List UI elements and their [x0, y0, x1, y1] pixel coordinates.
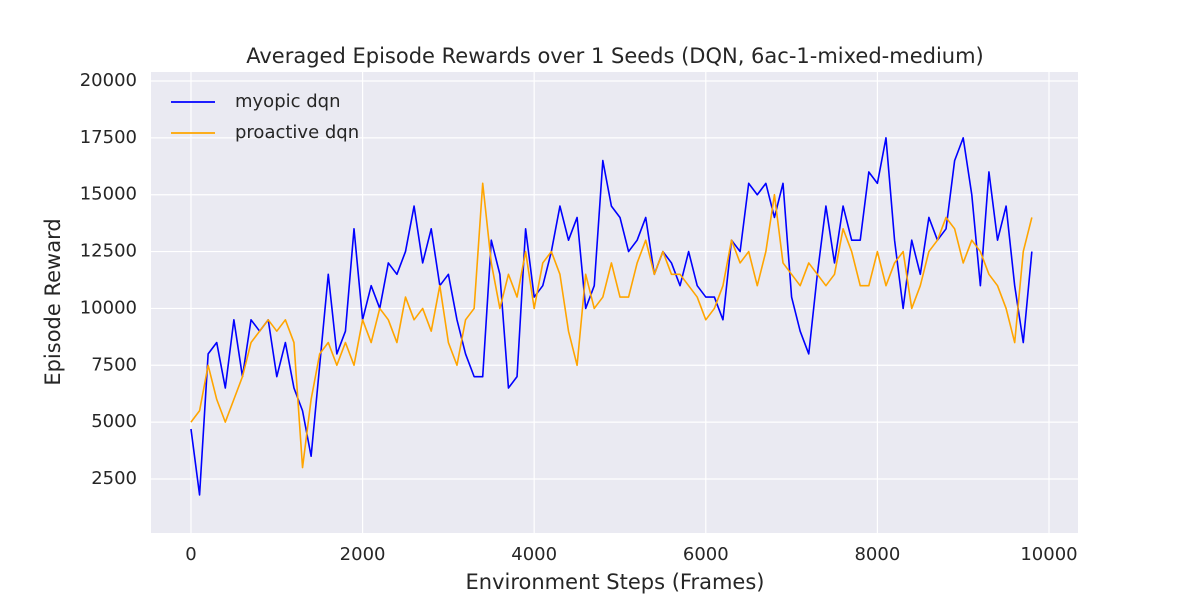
chart-title: Averaged Episode Rewards over 1 Seeds (D… [246, 44, 984, 68]
x-tick-label: 10000 [1020, 544, 1077, 565]
legend-label: myopic dqn [235, 91, 341, 112]
y-tick-label: 10000 [80, 297, 137, 318]
y-tick-label: 15000 [80, 184, 137, 205]
data-line [190, 182, 1033, 469]
x-tick-label: 6000 [683, 544, 729, 565]
legend-label: proactive dqn [235, 122, 359, 143]
y-tick-label: 12500 [80, 241, 137, 262]
plot-area [151, 72, 1078, 533]
y-tick-label: 5000 [91, 411, 137, 432]
x-tick-label: 2000 [340, 544, 386, 565]
x-tick-label: 4000 [511, 544, 557, 565]
y-axis-label: Episode Reward [41, 218, 65, 385]
x-axis-label: Environment Steps (Frames) [466, 570, 765, 594]
y-tick-label: 7500 [91, 354, 137, 375]
y-tick-label: 17500 [80, 127, 137, 148]
data-line [190, 137, 1033, 496]
x-tick-label: 8000 [854, 544, 900, 565]
y-tick-label: 20000 [80, 70, 137, 91]
x-tick-label: 0 [185, 544, 196, 565]
y-tick-label: 2500 [91, 468, 137, 489]
